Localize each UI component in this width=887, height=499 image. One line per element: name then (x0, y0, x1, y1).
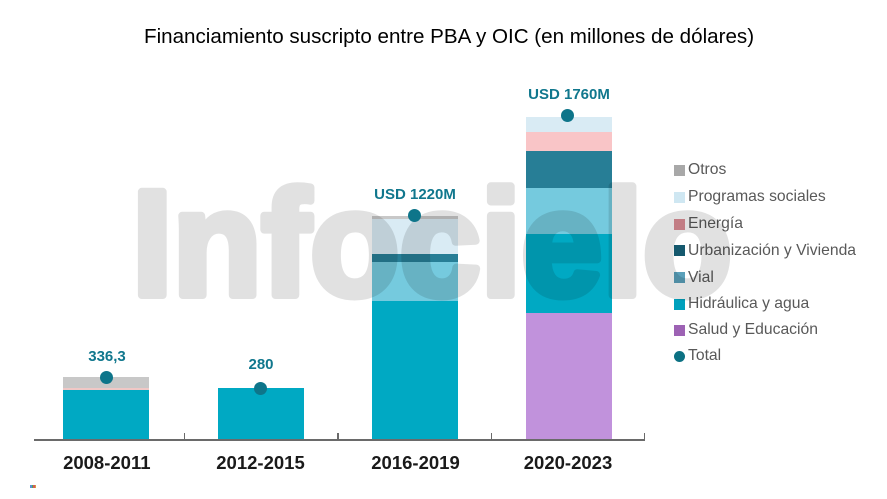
svg-text:Infocielo: Infocielo (132, 159, 732, 327)
